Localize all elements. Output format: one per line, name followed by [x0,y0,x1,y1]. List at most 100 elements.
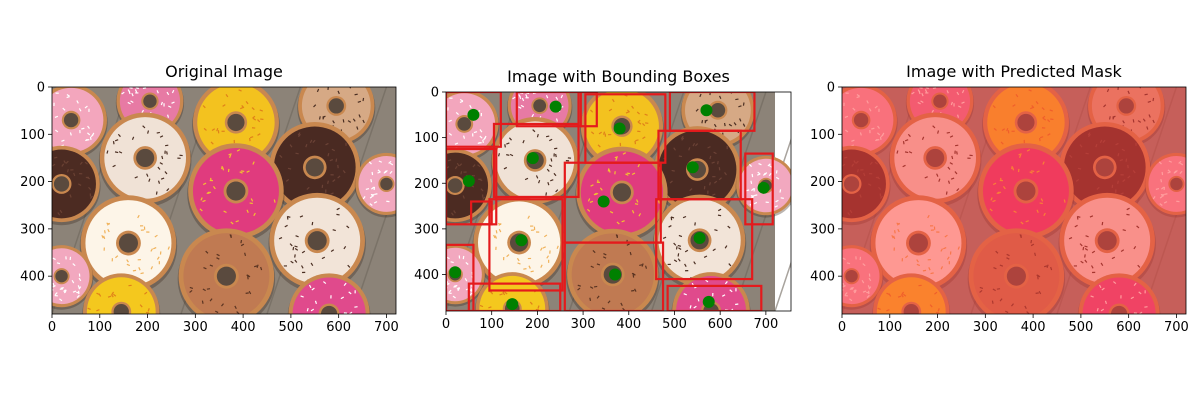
y-tick-label: 100 [20,128,45,143]
donut-hole [114,304,129,319]
sprinkle [447,107,448,110]
sprinkle [135,78,138,81]
x-tick-label: 700 [1164,320,1189,335]
sprinkle [835,179,838,182]
sprinkle [45,100,48,102]
sprinkle [833,195,836,197]
prompt-point [687,161,699,173]
sprinkle [566,160,569,161]
sprinkle [923,340,926,342]
sprinkle [442,287,445,289]
sprinkle [133,340,136,342]
sprinkle [345,143,346,146]
x-tick-label: 600 [708,317,733,332]
sprinkle [508,324,511,326]
sprinkle [113,336,116,339]
sprinkle [1129,343,1132,345]
sprinkle [824,169,826,172]
sprinkle [481,113,482,116]
sprinkle [838,121,841,124]
sprinkle [832,122,835,125]
plank-line [1186,87,1200,314]
x-tick-label: 300 [973,320,998,335]
sprinkle [721,339,724,341]
sprinkle [79,173,82,174]
y-tick-label: 300 [20,222,45,237]
sprinkle [349,339,352,342]
x-tick-label: 200 [925,320,950,335]
prompt-point [700,104,712,116]
sprinkle [735,288,736,291]
sprinkle [308,340,311,342]
x-tick-label: 100 [479,317,504,332]
sprinkle [429,171,431,174]
x-tick-label: 700 [374,320,399,335]
y-tick-label: 400 [414,268,439,283]
sprinkle [314,317,316,320]
sprinkle [64,290,65,293]
sprinkle [342,338,344,341]
sprinkle [42,110,45,113]
predicted-mask-overlay [842,87,1186,314]
sprinkle [915,339,918,342]
y-tick-label: 0 [431,86,439,101]
sprinkle [325,189,326,192]
sprinkle [1191,188,1193,191]
sprinkle [1104,317,1106,320]
sprinkle [516,335,519,338]
prompt-point [703,296,715,308]
sprinkle [920,323,923,326]
sprinkle [330,174,333,175]
donut-hole [533,99,546,112]
sprinkle [1186,199,1189,202]
x-tick-label: 300 [571,317,596,332]
sprinkle [597,182,600,183]
x-tick-label: 400 [231,320,256,335]
sprinkle [46,271,49,274]
donut [355,153,418,218]
sprinkle [442,125,445,128]
sprinkle [435,206,438,209]
sprinkle [526,97,529,98]
prompt-point [506,298,518,310]
sprinkle [528,258,531,259]
sprinkle [548,260,549,263]
sprinkle [86,177,89,178]
sprinkle [41,205,44,208]
x-tick-label: 400 [1021,320,1046,335]
x-tick-label: 400 [616,317,641,332]
sprinkle [710,337,713,339]
sprinkle [471,288,472,291]
sprinkle [1137,74,1139,77]
sprinkle [302,272,305,273]
sprinkle [727,146,728,149]
sprinkle [903,336,906,339]
y-tick-label: 0 [827,81,835,96]
sprinkle [347,74,349,77]
sprinkle [47,290,50,292]
sprinkle [712,293,713,296]
sprinkle [1105,334,1107,337]
sprinkle [355,290,356,293]
sprinkle [712,332,715,335]
sprinkle [458,287,459,290]
prompt-point [609,269,621,281]
sprinkle [620,143,621,146]
sprinkle [707,191,708,194]
sprinkle [519,322,522,324]
sprinkle [504,332,507,335]
sprinkle [328,341,331,343]
sprinkle [397,175,400,178]
sprinkle [330,336,333,339]
sprinkle [146,231,149,232]
sprinkle [284,265,287,266]
x-tick-label: 600 [326,320,351,335]
plot-title: Image with Bounding Boxes [507,67,730,86]
sprinkle [836,271,839,274]
sprinkle [42,122,45,125]
y-tick-label: 0 [37,81,45,96]
sprinkle [503,257,504,260]
sprinkle [436,114,439,117]
donut-hole [227,114,244,131]
sprinkle [832,110,835,113]
